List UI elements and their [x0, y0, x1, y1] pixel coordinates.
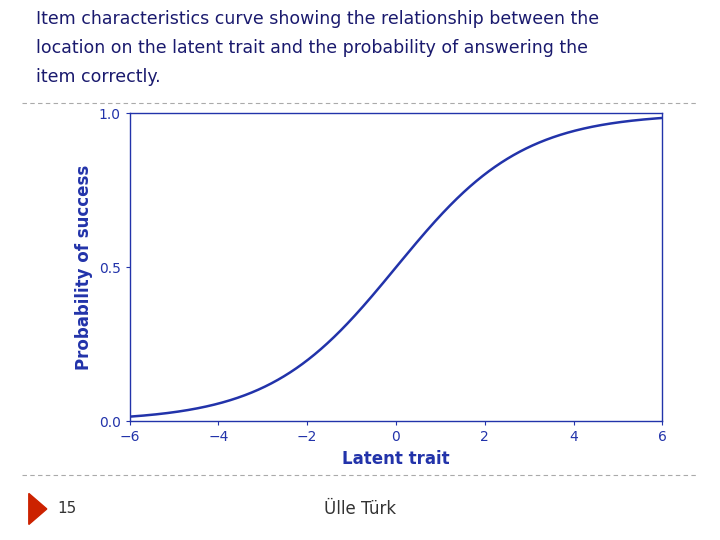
Text: Item characteristics curve showing the relationship between the: Item characteristics curve showing the r… — [36, 10, 599, 28]
Text: 15: 15 — [58, 502, 77, 516]
X-axis label: Latent trait: Latent trait — [342, 450, 450, 468]
Y-axis label: Probability of success: Probability of success — [75, 165, 93, 370]
Text: item correctly.: item correctly. — [36, 68, 161, 86]
Polygon shape — [29, 494, 47, 524]
Text: location on the latent trait and the probability of answering the: location on the latent trait and the pro… — [36, 39, 588, 57]
Text: Ülle Türk: Ülle Türk — [324, 500, 396, 518]
